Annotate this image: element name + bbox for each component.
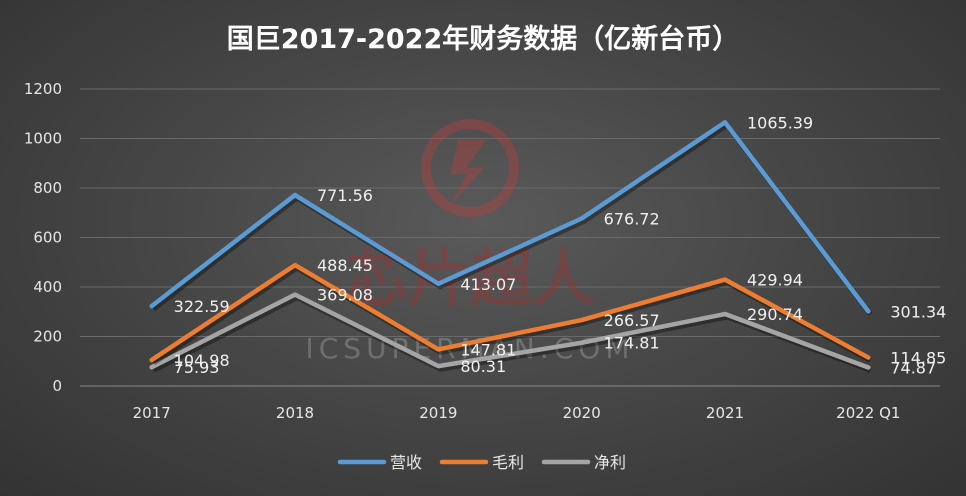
- legend-item: 净利: [541, 453, 626, 472]
- data-label: 429.94: [747, 271, 803, 290]
- x-tick-label: 2020: [563, 404, 601, 422]
- data-label: 75.93: [174, 358, 220, 377]
- legend-item: 营收: [337, 453, 422, 472]
- watermark-logo-bolt: [450, 140, 486, 204]
- y-tick-label: 400: [33, 278, 62, 296]
- y-tick-label: 800: [33, 179, 62, 197]
- data-label: 488.45: [317, 256, 373, 275]
- data-label: 74.87: [890, 358, 936, 377]
- x-tick-label: 2021: [706, 404, 744, 422]
- y-axis: 0 200 400 600 800 1000 1200: [24, 80, 62, 395]
- data-label: 104.98: [174, 351, 230, 370]
- data-label: 174.81: [604, 334, 660, 353]
- data-label: 290.74: [747, 305, 803, 324]
- data-label: 1065.39: [747, 113, 813, 132]
- data-label: 676.72: [604, 210, 660, 229]
- x-tick-label: 2019: [419, 404, 457, 422]
- watermark-logo-ring: [421, 119, 519, 217]
- chart-title: 国巨2017-2022年财务数据（亿新台币）: [227, 23, 740, 55]
- y-tick-label: 200: [33, 328, 62, 346]
- data-label: 322.59: [174, 297, 230, 316]
- x-axis: 2017 2018 2019 2020 2021 2022 Q1: [133, 404, 901, 422]
- y-tick-label: 1200: [24, 80, 62, 98]
- legend: 营收 毛利 净利: [337, 453, 626, 472]
- grid-lines: [80, 88, 940, 387]
- series-line-1: [149, 120, 871, 314]
- y-tick-label: 1000: [24, 130, 62, 148]
- data-label: 369.08: [317, 286, 373, 305]
- data-label: 80.31: [460, 357, 506, 376]
- data-label: 147.81: [460, 340, 516, 359]
- x-tick-label: 2017: [133, 404, 171, 422]
- series-line-3: [149, 292, 871, 370]
- x-tick-label: 2018: [276, 404, 314, 422]
- series-lines: [149, 120, 873, 373]
- x-tick-label: 2022 Q1: [836, 404, 900, 422]
- legend-label: 净利: [594, 453, 626, 472]
- data-label: 266.57: [604, 311, 660, 330]
- data-label: 114.85: [890, 349, 946, 368]
- data-labels: 322.59 771.56 413.07 676.72 1065.39 301.34 104…: [174, 113, 947, 377]
- y-tick-label: 600: [33, 229, 62, 247]
- y-tick-label: 0: [52, 377, 62, 395]
- data-label: 301.34: [890, 302, 946, 321]
- series-line-2: [149, 262, 871, 363]
- data-label: 413.07: [460, 275, 516, 294]
- legend-label: 毛利: [492, 453, 524, 472]
- data-label: 771.56: [317, 186, 373, 205]
- legend-label: 营收: [390, 453, 422, 472]
- legend-item: 毛利: [439, 453, 524, 472]
